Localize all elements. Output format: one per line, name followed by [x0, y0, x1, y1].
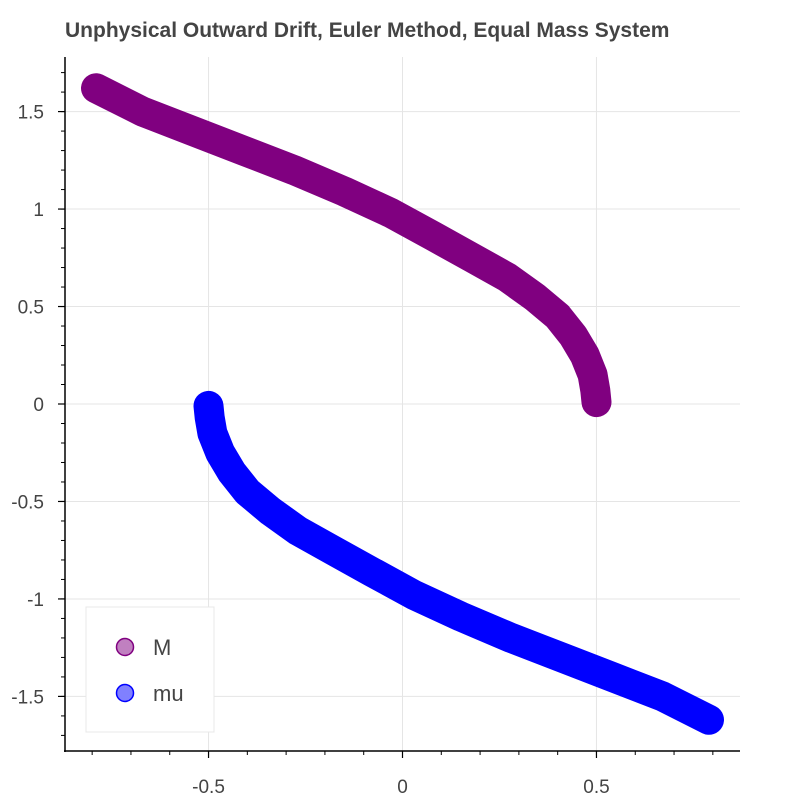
axes: -0.5 0 0.5 -1.5 -1 -0.5 0 0.5 1 1.5	[11, 57, 740, 798]
data-point	[330, 177, 359, 206]
y-tick-label: 1	[33, 200, 44, 221]
data-point	[419, 222, 448, 251]
y-tick-label: 1.5	[18, 103, 44, 124]
legend-box	[85, 606, 215, 733]
data-point	[694, 705, 723, 734]
data-point	[256, 497, 285, 526]
data-point	[318, 536, 347, 565]
chart-title: Unphysical Outward Drift, Euler Method, …	[65, 19, 670, 42]
legend: Mmu	[85, 606, 215, 733]
data-point	[458, 243, 487, 272]
data-point	[597, 662, 626, 691]
data-point	[279, 156, 308, 185]
data-point	[357, 557, 386, 586]
data-point	[543, 302, 572, 331]
data-point	[559, 321, 588, 350]
x-tick-label: 0.5	[583, 777, 609, 798]
data-point	[229, 136, 258, 165]
data-point	[497, 623, 526, 652]
legend-swatch	[115, 683, 135, 703]
y-tick-label: -0.5	[11, 492, 44, 513]
series-layer	[81, 73, 724, 735]
legend-item-mu: mu	[115, 681, 184, 706]
data-point	[376, 198, 405, 227]
legend-item-M: M	[115, 635, 171, 660]
legend-label: M	[153, 635, 171, 660]
data-point	[233, 477, 262, 506]
data-point	[493, 263, 522, 292]
legend-label: mu	[153, 681, 184, 706]
y-tick-label: 0.5	[18, 298, 44, 319]
data-point	[179, 117, 208, 146]
x-tick-label: 0	[397, 777, 408, 798]
data-point	[446, 602, 475, 631]
data-point	[82, 74, 111, 103]
data-point	[400, 581, 429, 610]
data-point	[283, 516, 312, 545]
y-tick-label: 0	[33, 395, 44, 416]
y-tick-label: -1.5	[11, 687, 44, 708]
series-mu	[193, 390, 724, 735]
x-tick-label: -0.5	[192, 777, 225, 798]
data-point	[547, 643, 576, 672]
data-point	[217, 458, 246, 487]
data-point	[128, 97, 157, 126]
y-tick-label: -1	[27, 590, 44, 611]
data-point	[520, 282, 549, 311]
data-point	[648, 682, 677, 711]
legend-swatch	[115, 637, 135, 657]
series-M	[81, 73, 612, 418]
